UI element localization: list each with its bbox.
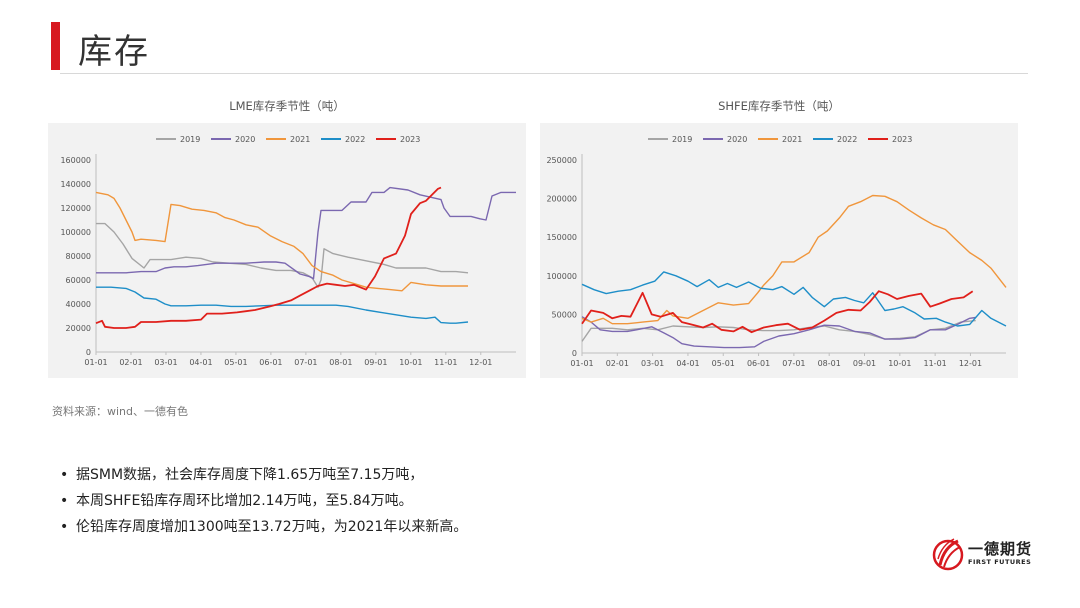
title-accent-bar — [51, 22, 60, 70]
x-tick-label: 10-01 — [399, 358, 422, 367]
shfe-chart-title: SHFE库存季节性（吨） — [718, 99, 840, 113]
bullet-dot: • — [60, 493, 69, 509]
bullet-item: • 伦铅库存周度增加1300吨至13.72万吨，为2021年以来新高。 — [60, 514, 467, 540]
x-tick-label: 02-01 — [606, 359, 629, 368]
series-line-2021 — [95, 191, 468, 292]
x-tick-label: 10-01 — [888, 359, 911, 368]
y-tick-label: 40000 — [66, 300, 91, 309]
x-tick-label: 08-01 — [818, 359, 841, 368]
shfe-inventory-chart: 0 50000 100000 150000 200000 250000 01-01 02-01… — [540, 123, 1018, 378]
y-tick-label: 0 — [86, 348, 91, 357]
y-tick-label: 0 — [572, 349, 577, 358]
series-line-2023 — [581, 290, 974, 334]
series-line-2021 — [581, 194, 1007, 325]
x-tick-label: 05-01 — [224, 358, 247, 367]
company-logo: 一德期货 FIRST FUTURES — [932, 535, 1042, 575]
x-tick-label: 01-01 — [570, 359, 593, 368]
bullet-list: • 据SMM数据，社会库存周度下降1.65万吨至7.15万吨， • 本周SHFE铅库… — [60, 462, 467, 540]
legend-label-2020: 2020 — [235, 135, 255, 144]
series-line-2019 — [96, 222, 469, 288]
series-line-2022 — [581, 271, 1007, 327]
series-line-2020 — [96, 186, 516, 280]
legend-label-2021: 2021 — [290, 135, 310, 144]
x-tick-label: 03-01 — [641, 359, 664, 368]
y-tick-label: 20000 — [66, 324, 91, 333]
x-tick-label: 03-01 — [154, 358, 177, 367]
x-tick-label: 11-01 — [924, 359, 947, 368]
x-tick-label: 11-01 — [434, 358, 457, 367]
legend-label-2020: 2020 — [727, 135, 747, 144]
legend-label-2023: 2023 — [400, 135, 420, 144]
legend-label-2022: 2022 — [837, 135, 857, 144]
x-tick-label: 06-01 — [747, 359, 770, 368]
lme-chart-title: LME库存季节性（吨） — [229, 99, 345, 113]
legend-label-2021: 2021 — [782, 135, 802, 144]
bullet-text: 伦铅库存周度增加1300吨至13.72万吨，为2021年以来新高。 — [76, 519, 468, 535]
shfe-chart-svg: 0 50000 100000 150000 200000 250000 01-01 02-01… — [546, 135, 1007, 368]
y-tick-label: 50000 — [552, 310, 577, 319]
legend-label-2022: 2022 — [345, 135, 365, 144]
x-tick-label: 08-01 — [329, 358, 352, 367]
logo-name: 一德期货 — [968, 540, 1033, 558]
series-line-2023 — [95, 186, 442, 329]
title-divider — [60, 73, 1028, 74]
logo-subtitle: FIRST FUTURES — [968, 558, 1032, 566]
x-tick-label: 02-01 — [119, 358, 142, 367]
y-tick-label: 160000 — [60, 156, 91, 165]
y-tick-label: 200000 — [546, 195, 577, 204]
series-line-2019 — [581, 319, 976, 342]
x-tick-label: 07-01 — [782, 359, 805, 368]
y-tick-label: 120000 — [60, 204, 91, 213]
x-tick-label: 07-01 — [294, 358, 317, 367]
y-tick-label: 140000 — [60, 180, 91, 189]
bullet-item: • 本周SHFE铅库存周环比增加2.14万吨，至5.84万吨。 — [60, 488, 467, 514]
bullet-dot: • — [60, 519, 69, 535]
series-line-2022 — [96, 286, 469, 324]
bullet-text: 本周SHFE铅库存周环比增加2.14万吨，至5.84万吨。 — [76, 493, 413, 509]
x-tick-label: 12-01 — [469, 358, 492, 367]
x-tick-label: 04-01 — [676, 359, 699, 368]
lme-chart-svg: 0 20000 40000 60000 80000 100000 120000 140000 1… — [60, 135, 516, 367]
bullet-text: 据SMM数据，社会库存周度下降1.65万吨至7.15万吨， — [76, 467, 424, 483]
y-tick-label: 150000 — [546, 233, 577, 242]
bullet-dot: • — [60, 467, 69, 483]
legend-label-2019: 2019 — [180, 135, 200, 144]
x-tick-label: 12-01 — [959, 359, 982, 368]
y-tick-label: 60000 — [66, 276, 91, 285]
logo-emblem-icon — [932, 538, 964, 571]
series-line-2020 — [581, 316, 976, 349]
y-tick-label: 100000 — [60, 228, 91, 237]
y-tick-label: 80000 — [66, 252, 91, 261]
page-title: 库存 — [78, 32, 150, 72]
y-tick-label: 250000 — [546, 156, 577, 165]
x-tick-label: 04-01 — [189, 358, 212, 367]
bullet-item: • 据SMM数据，社会库存周度下降1.65万吨至7.15万吨， — [60, 462, 467, 488]
x-tick-label: 09-01 — [853, 359, 876, 368]
legend-label-2019: 2019 — [672, 135, 692, 144]
x-tick-label: 06-01 — [259, 358, 282, 367]
x-tick-label: 01-01 — [84, 358, 107, 367]
y-tick-label: 100000 — [546, 272, 577, 281]
x-tick-label: 05-01 — [712, 359, 735, 368]
legend-label-2023: 2023 — [892, 135, 912, 144]
x-tick-label: 09-01 — [364, 358, 387, 367]
source-note: 资料来源：wind、一德有色 — [52, 405, 189, 418]
lme-inventory-chart: 0 20000 40000 60000 80000 100000 120000 140000 1… — [48, 123, 526, 378]
